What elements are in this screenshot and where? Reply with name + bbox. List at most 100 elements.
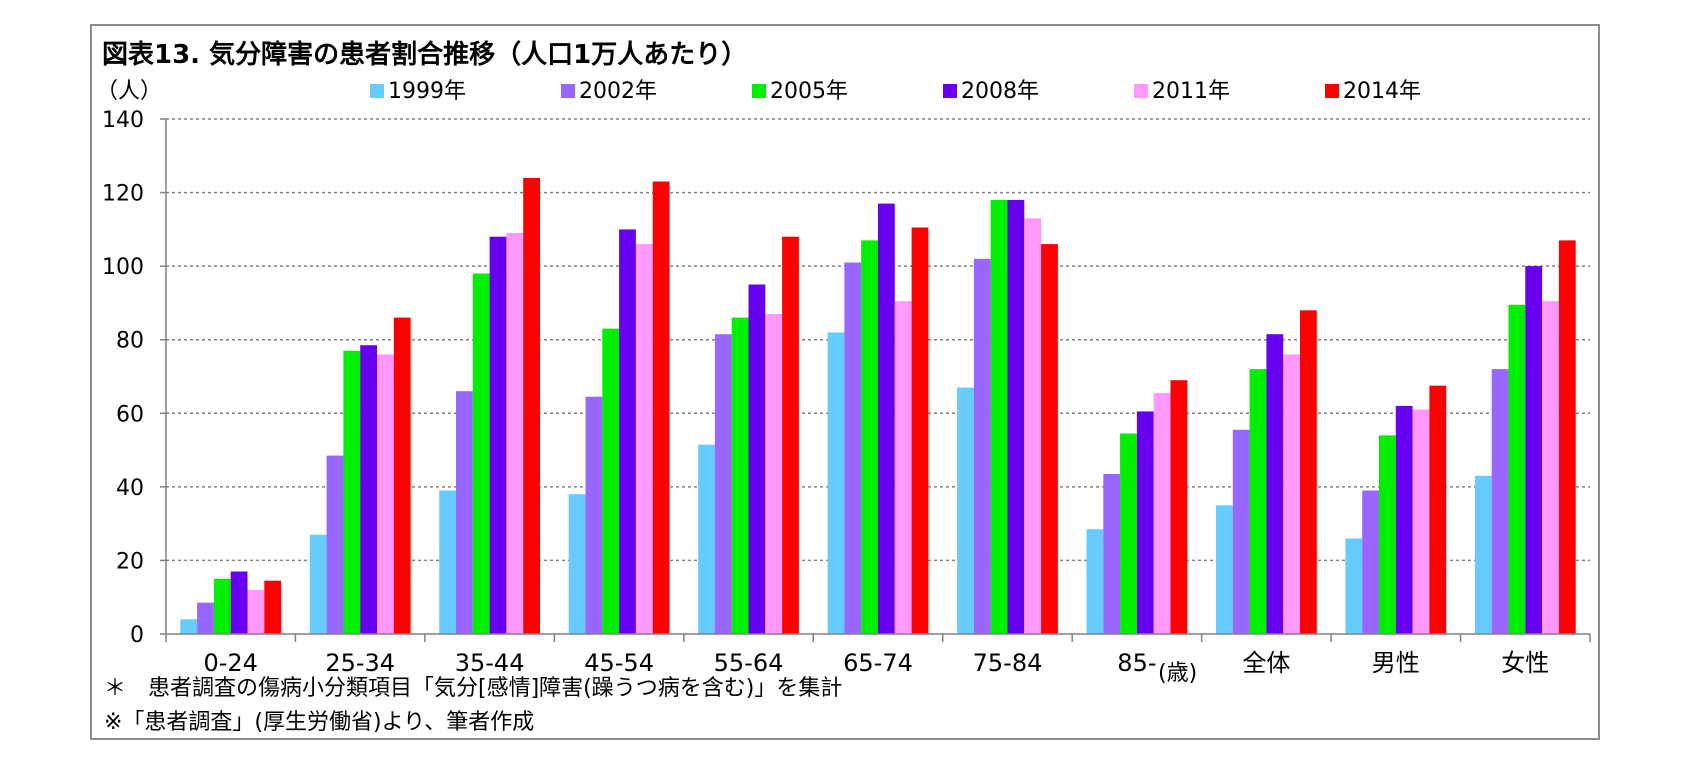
y-tick-label: 0 xyxy=(130,623,144,648)
bar-35-44-1999年 xyxy=(439,490,456,634)
y-tick-label: 140 xyxy=(102,108,144,133)
bar-85--2005年 xyxy=(1120,433,1137,634)
bar-女性-2005年 xyxy=(1508,304,1526,634)
bar-45-54-1999年 xyxy=(568,494,586,634)
bar-女性-2002年 xyxy=(1491,369,1509,634)
bar-全体-2014年 xyxy=(1300,310,1317,634)
bar-45-54-2008年 xyxy=(619,229,636,634)
bar-45-54-2011年 xyxy=(635,244,653,634)
bar-全体-2002年 xyxy=(1232,429,1250,634)
bar-男性-2005年 xyxy=(1379,435,1396,634)
legend-label: 2014年 xyxy=(1343,79,1421,104)
x-tick-label: 女性 xyxy=(1501,649,1549,677)
bar-男性-1999年 xyxy=(1345,538,1363,634)
bar-0-24-2008年 xyxy=(230,571,248,634)
x-axis-unit-label: (歳) xyxy=(1158,661,1197,686)
bar-女性-2008年 xyxy=(1525,266,1543,634)
x-tick-label: 35-44 xyxy=(455,649,525,677)
bar-0-24-2002年 xyxy=(197,602,214,634)
bar-85--2014年 xyxy=(1170,380,1188,634)
y-tick-label: 80 xyxy=(116,329,144,354)
legend-swatch-2005年 xyxy=(752,84,766,98)
bar-65-74-2005年 xyxy=(861,240,878,634)
bar-45-54-2014年 xyxy=(652,181,670,634)
bar-65-74-2011年 xyxy=(894,301,912,634)
footnote-2: ※「患者調査」(厚生労働省)より、筆者作成 xyxy=(104,710,535,735)
x-tick-label: 男性 xyxy=(1372,649,1420,677)
y-tick-label: 40 xyxy=(116,476,144,501)
chart-title: 図表13. 気分障害の患者割合推移（人口1万人あたり） xyxy=(102,40,748,70)
bar-女性-2011年 xyxy=(1542,301,1559,634)
bar-65-74-2014年 xyxy=(911,227,929,634)
bar-0-24-2014年 xyxy=(264,580,282,634)
bar-35-44-2002年 xyxy=(456,391,473,634)
bar-65-74-2008年 xyxy=(878,203,895,634)
bar-全体-2011年 xyxy=(1283,354,1300,634)
y-tick-label: 20 xyxy=(116,549,144,574)
bar-55-64-2008年 xyxy=(748,284,766,634)
x-tick-label: 65-74 xyxy=(843,649,913,677)
bar-25-34-2014年 xyxy=(393,317,411,634)
legend-swatch-2008年 xyxy=(943,84,957,98)
bar-35-44-2005年 xyxy=(472,273,490,634)
x-tick-label: 75-84 xyxy=(973,649,1043,677)
legend-swatch-2011年 xyxy=(1134,84,1148,98)
bar-85--2008年 xyxy=(1136,411,1154,634)
bar-男性-2014年 xyxy=(1429,385,1447,634)
bar-女性-2014年 xyxy=(1558,240,1576,634)
bar-85--2011年 xyxy=(1153,393,1171,634)
bar-75-84-2002年 xyxy=(973,258,991,634)
y-tick-label: 60 xyxy=(116,402,144,427)
y-tick-label: 120 xyxy=(102,182,144,207)
x-tick-label: 全体 xyxy=(1242,649,1290,677)
bar-75-84-2005年 xyxy=(990,199,1008,634)
bar-25-34-2002年 xyxy=(326,455,344,634)
bar-25-34-2011年 xyxy=(377,354,394,634)
bar-45-54-2005年 xyxy=(602,328,620,634)
bar-男性-2008年 xyxy=(1395,405,1413,634)
x-tick-label: 25-34 xyxy=(325,649,395,677)
bar-35-44-2014年 xyxy=(523,177,540,634)
y-axis-unit-label: （人） xyxy=(96,79,162,104)
bar-45-54-2002年 xyxy=(585,396,603,634)
bar-55-64-1999年 xyxy=(698,444,715,634)
legend-label: 2011年 xyxy=(1152,79,1230,104)
y-tick-labels: 0 20 40 60 80 100 120 140 xyxy=(102,108,144,648)
bar-全体-1999年 xyxy=(1216,505,1233,635)
bar-55-64-2002年 xyxy=(714,334,732,634)
bar-75-84-1999年 xyxy=(957,387,974,634)
y-tick-label: 100 xyxy=(102,255,144,280)
bar-85--1999年 xyxy=(1086,529,1104,634)
bars xyxy=(180,177,1576,635)
legend-label: 1999年 xyxy=(388,79,466,104)
x-tick-label: 0-24 xyxy=(203,649,257,677)
bar-全体-2008年 xyxy=(1266,334,1284,634)
legend-label: 2008年 xyxy=(961,79,1039,104)
bar-男性-2002年 xyxy=(1362,490,1379,634)
legend-swatch-2002年 xyxy=(561,84,575,98)
bar-65-74-2002年 xyxy=(844,262,862,634)
x-tick-label: 45-54 xyxy=(584,649,654,677)
bar-25-34-1999年 xyxy=(309,534,327,634)
bar-全体-2005年 xyxy=(1249,369,1267,634)
bar-85--2002年 xyxy=(1103,474,1121,634)
footnote-1: ＊ 患者調査の傷病小分類項目「気分[感情]障害(躁うつ病を含む)」を集計 xyxy=(104,676,843,701)
bar-55-64-2005年 xyxy=(731,317,749,634)
legend: 1999年 2002年 2005年 2008年 2011年 2014年 xyxy=(370,79,1421,104)
bar-25-34-2005年 xyxy=(343,350,361,635)
bar-75-84-2011年 xyxy=(1024,218,1042,635)
bar-75-84-2008年 xyxy=(1007,199,1025,634)
bar-女性-1999年 xyxy=(1474,475,1492,634)
bar-0-24-2011年 xyxy=(247,589,265,634)
bar-75-84-2014年 xyxy=(1041,244,1058,634)
legend-label: 2002年 xyxy=(579,79,657,104)
bar-35-44-2008年 xyxy=(489,236,507,634)
bar-65-74-1999年 xyxy=(827,332,845,634)
bar-55-64-2011年 xyxy=(765,314,783,634)
bar-男性-2011年 xyxy=(1412,409,1430,634)
bar-35-44-2011年 xyxy=(506,233,524,634)
legend-swatch-2014年 xyxy=(1325,84,1339,98)
x-tick-label: 85- xyxy=(1117,649,1156,677)
bar-0-24-1999年 xyxy=(180,619,198,634)
